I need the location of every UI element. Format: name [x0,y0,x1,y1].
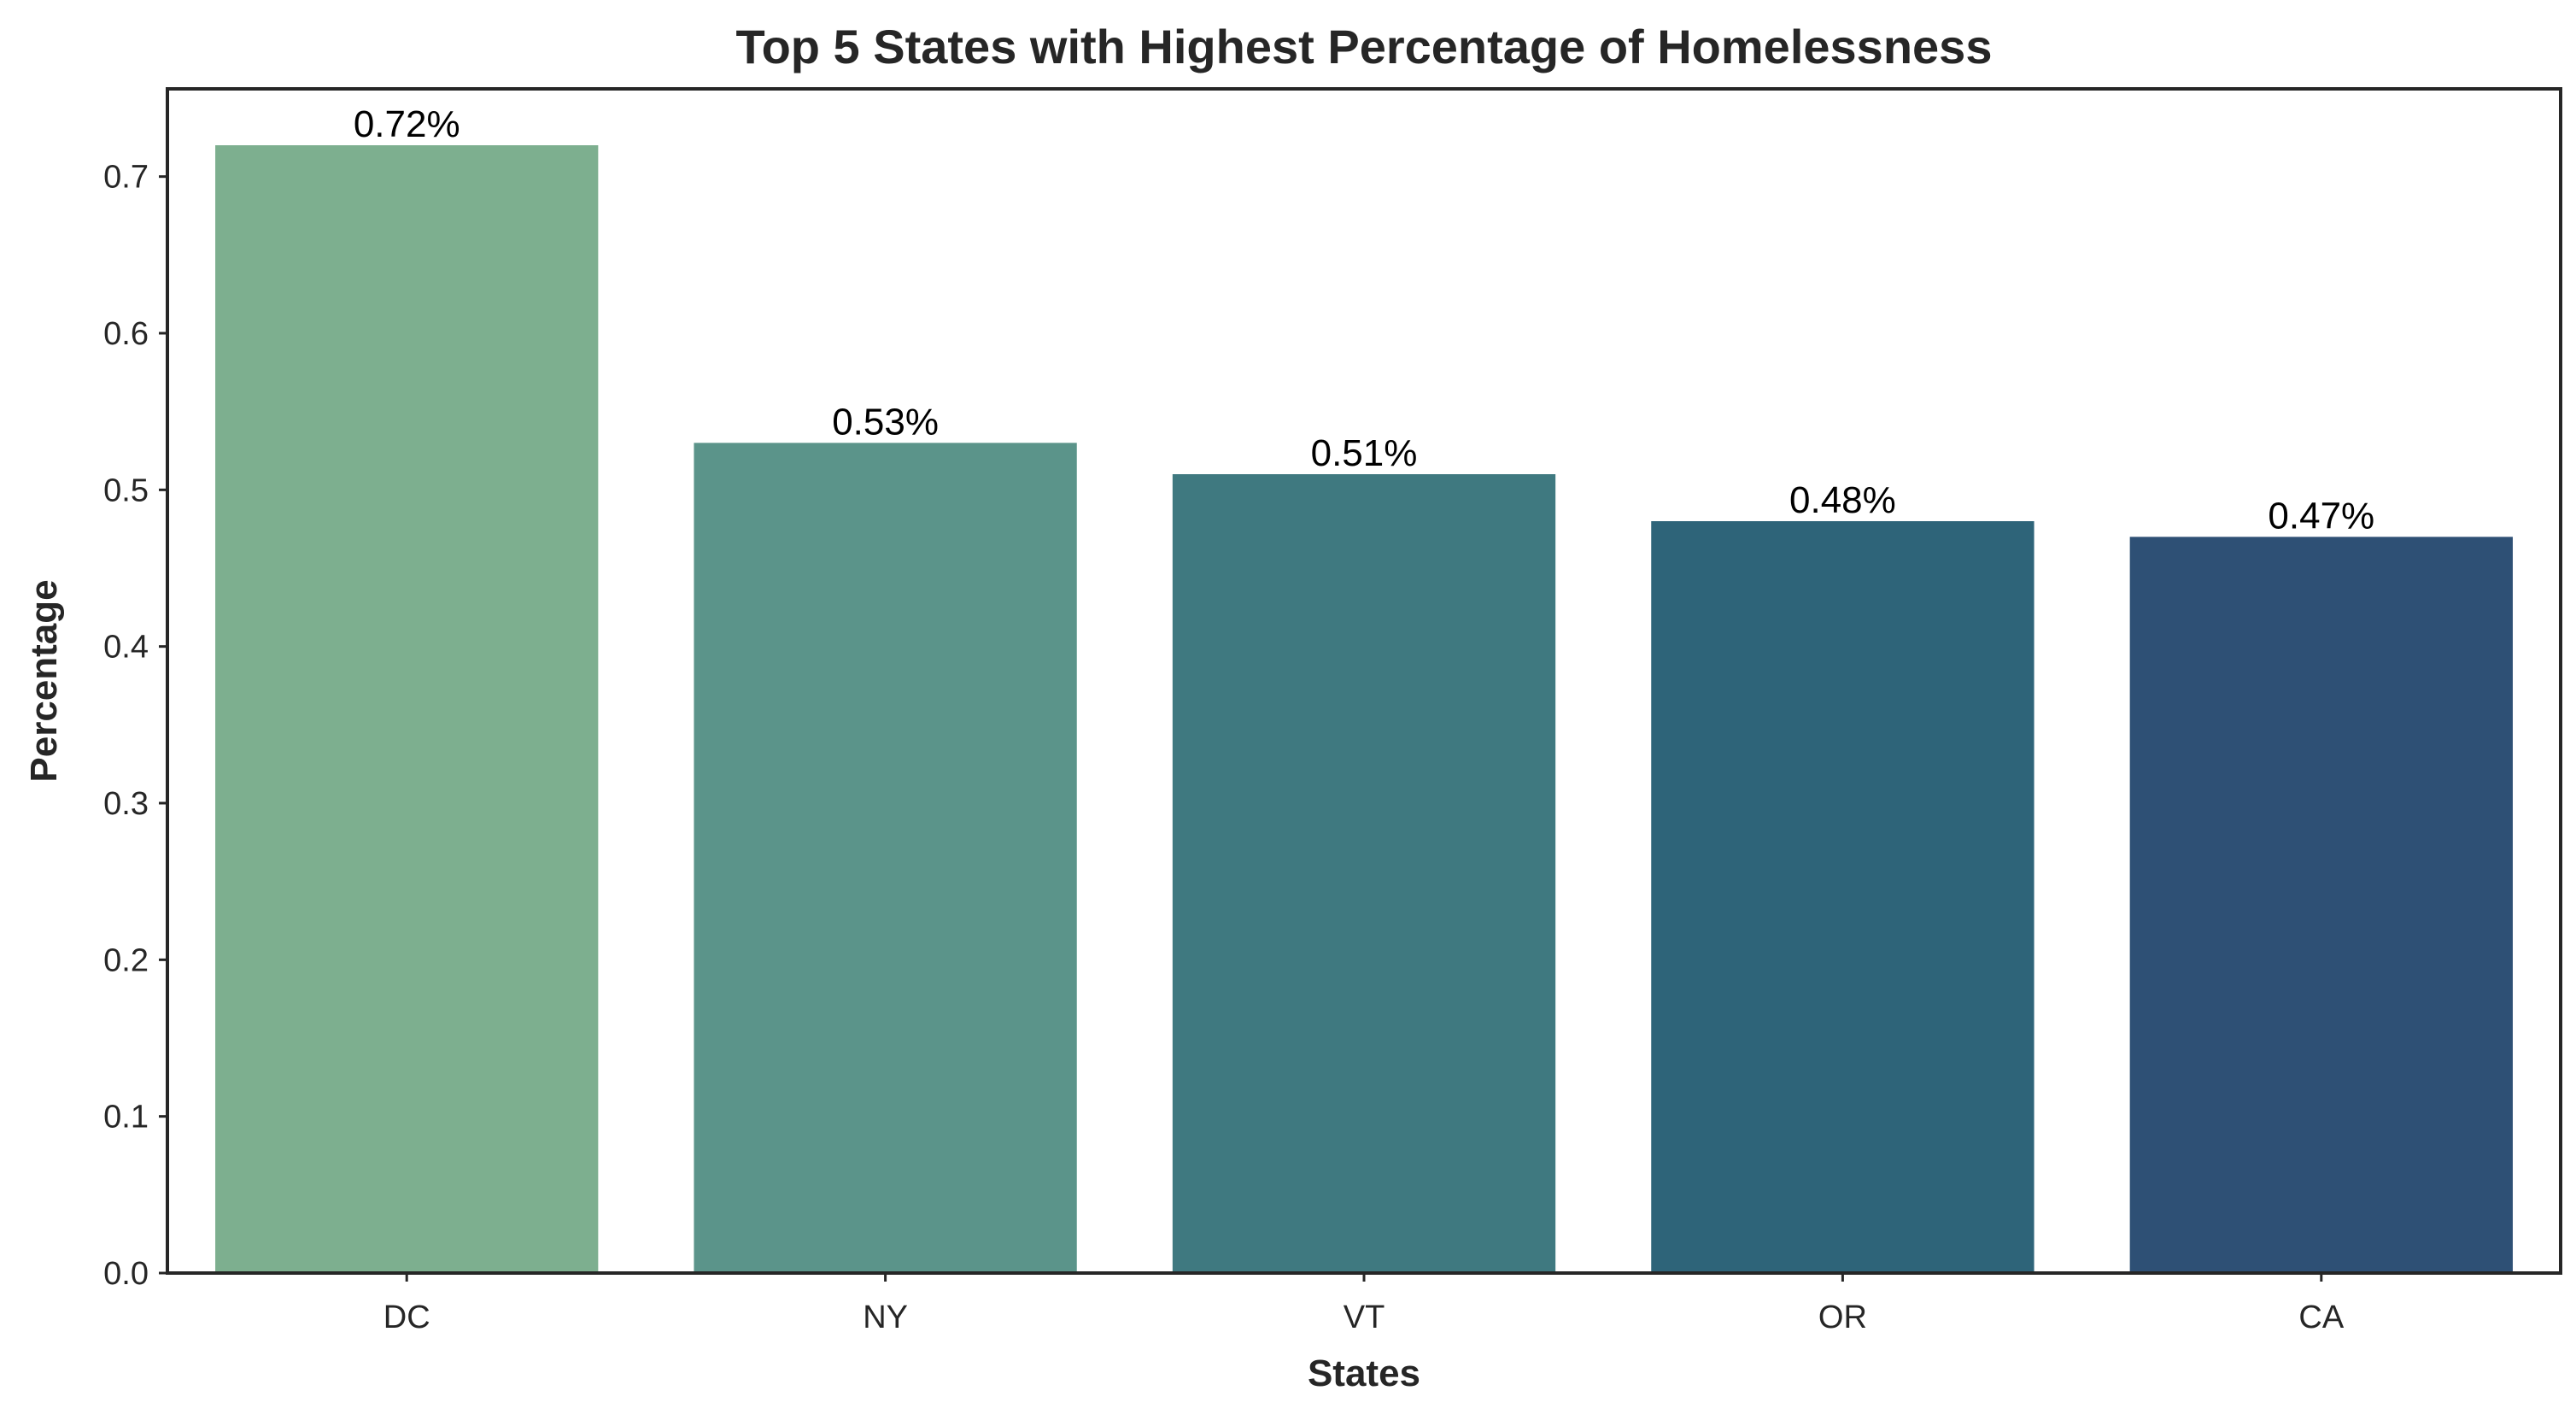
bar-value-label: 0.48% [1789,479,1896,521]
bar-value-label: 0.53% [832,401,939,443]
x-tick-label: OR [1818,1300,1867,1335]
x-tick-label: VT [1344,1300,1385,1335]
chart-title: Top 5 States with Highest Percentage of … [736,20,1993,73]
bar-ca [2129,537,2513,1273]
bar-vt [1172,474,1556,1273]
y-tick-label: 0.6 [103,316,149,352]
bar-value-label: 0.72% [354,103,460,145]
y-tick-label: 0.5 [103,472,149,508]
bar-value-labels: 0.72% 0.53% 0.51% 0.48% 0.47% [354,103,2374,537]
bars [215,145,2513,1273]
y-axis-ticks: 0.0 0.1 0.2 0.3 0.4 0.5 0.6 0.7 [103,160,167,1292]
bar-value-label: 0.51% [1311,432,1418,474]
y-tick-label: 0.1 [103,1100,149,1135]
y-tick-label: 0.0 [103,1256,149,1292]
bar-value-label: 0.47% [2268,495,2374,537]
x-tick-label: NY [863,1300,908,1335]
y-tick-label: 0.3 [103,786,149,822]
x-axis-label: States [1308,1353,1420,1394]
x-axis-ticks: DC NY VT OR CA [383,1273,2345,1335]
bar-or [1651,521,2034,1273]
bar-ny [694,443,1077,1273]
plot-frame [166,87,2562,1275]
bar-dc [215,145,599,1273]
y-axis-label: Percentage [23,579,65,782]
x-tick-label: CA [2298,1300,2344,1335]
y-tick-label: 0.7 [103,160,149,196]
y-tick-label: 0.2 [103,942,149,978]
x-tick-label: DC [383,1300,430,1335]
y-tick-label: 0.4 [103,630,149,666]
